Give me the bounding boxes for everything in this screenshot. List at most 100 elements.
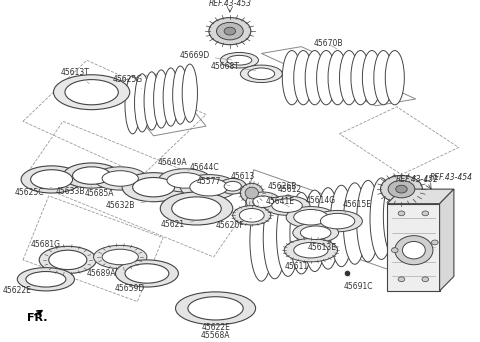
Ellipse shape: [422, 277, 429, 282]
Ellipse shape: [290, 193, 313, 274]
Ellipse shape: [343, 183, 366, 264]
Ellipse shape: [172, 197, 221, 220]
Ellipse shape: [144, 72, 159, 130]
Ellipse shape: [317, 51, 336, 105]
Ellipse shape: [276, 195, 300, 276]
Ellipse shape: [49, 250, 87, 269]
Ellipse shape: [282, 51, 301, 105]
Ellipse shape: [330, 185, 353, 267]
Text: 45568A: 45568A: [201, 331, 230, 340]
Ellipse shape: [300, 226, 331, 239]
Ellipse shape: [180, 174, 238, 200]
Ellipse shape: [398, 211, 405, 216]
Ellipse shape: [220, 52, 258, 68]
Text: 45685A: 45685A: [84, 188, 120, 198]
Ellipse shape: [160, 192, 233, 225]
Ellipse shape: [402, 241, 425, 259]
Text: 45625G: 45625G: [113, 75, 143, 89]
Ellipse shape: [190, 179, 228, 196]
Text: 45644C: 45644C: [189, 163, 219, 179]
Ellipse shape: [102, 249, 138, 265]
Ellipse shape: [116, 260, 179, 287]
Ellipse shape: [154, 70, 169, 128]
Text: 45622E: 45622E: [201, 323, 230, 332]
Ellipse shape: [188, 297, 243, 320]
Text: 45681G: 45681G: [31, 240, 68, 250]
Ellipse shape: [422, 211, 429, 216]
Ellipse shape: [250, 200, 273, 281]
Text: 45613T: 45613T: [61, 68, 90, 84]
Text: 45649A: 45649A: [158, 158, 189, 171]
Text: 45691C: 45691C: [344, 276, 373, 291]
Ellipse shape: [216, 23, 243, 40]
Text: 45612: 45612: [278, 185, 302, 200]
Text: REF.43-453: REF.43-453: [208, 0, 252, 9]
Polygon shape: [387, 204, 440, 291]
Ellipse shape: [303, 190, 326, 272]
Ellipse shape: [219, 179, 246, 194]
Ellipse shape: [132, 177, 175, 197]
Ellipse shape: [233, 206, 271, 225]
Ellipse shape: [272, 199, 302, 212]
Ellipse shape: [351, 51, 370, 105]
Ellipse shape: [395, 236, 433, 265]
Ellipse shape: [94, 167, 147, 190]
Ellipse shape: [224, 181, 241, 191]
Ellipse shape: [176, 292, 256, 325]
Ellipse shape: [245, 187, 258, 199]
Text: 45689A: 45689A: [86, 267, 120, 278]
Text: 45577: 45577: [197, 177, 230, 186]
Ellipse shape: [339, 51, 359, 105]
Text: 45668T: 45668T: [211, 62, 256, 70]
Text: 45611: 45611: [285, 259, 309, 271]
Polygon shape: [440, 189, 454, 291]
Ellipse shape: [240, 209, 264, 222]
Ellipse shape: [240, 183, 263, 203]
Ellipse shape: [102, 171, 138, 186]
Ellipse shape: [65, 80, 119, 105]
Ellipse shape: [284, 239, 337, 262]
Ellipse shape: [357, 181, 380, 262]
Ellipse shape: [227, 55, 252, 65]
Ellipse shape: [398, 277, 405, 282]
Ellipse shape: [305, 51, 324, 105]
Ellipse shape: [26, 272, 66, 287]
Text: FR.: FR.: [27, 313, 48, 323]
Ellipse shape: [388, 181, 415, 198]
Ellipse shape: [370, 178, 393, 259]
Ellipse shape: [374, 51, 393, 105]
Ellipse shape: [122, 173, 185, 202]
Ellipse shape: [209, 17, 251, 45]
Ellipse shape: [286, 207, 336, 228]
Text: REF.43-452: REF.43-452: [396, 175, 439, 184]
Text: 45632B: 45632B: [106, 201, 151, 210]
Ellipse shape: [246, 192, 280, 211]
Ellipse shape: [224, 27, 236, 35]
Text: 45615E: 45615E: [342, 200, 371, 213]
Text: 45620F: 45620F: [216, 218, 252, 231]
Ellipse shape: [317, 188, 339, 269]
Text: 45622E: 45622E: [3, 286, 39, 295]
Text: 45670B: 45670B: [313, 39, 343, 49]
Ellipse shape: [384, 175, 406, 257]
Ellipse shape: [173, 66, 188, 124]
Ellipse shape: [294, 210, 328, 225]
Ellipse shape: [125, 264, 169, 283]
Ellipse shape: [293, 223, 338, 242]
Ellipse shape: [17, 268, 74, 291]
Ellipse shape: [125, 76, 140, 134]
Ellipse shape: [31, 170, 72, 189]
Ellipse shape: [248, 68, 275, 80]
Ellipse shape: [392, 248, 398, 253]
Ellipse shape: [72, 167, 111, 184]
Text: 45613: 45613: [230, 172, 254, 187]
Ellipse shape: [362, 51, 382, 105]
Ellipse shape: [163, 68, 179, 126]
Ellipse shape: [294, 51, 313, 105]
Ellipse shape: [182, 64, 197, 122]
Ellipse shape: [321, 213, 355, 229]
Ellipse shape: [63, 163, 120, 188]
Text: 45614G: 45614G: [305, 196, 336, 211]
Text: 45626B: 45626B: [268, 182, 297, 197]
Polygon shape: [387, 189, 454, 204]
